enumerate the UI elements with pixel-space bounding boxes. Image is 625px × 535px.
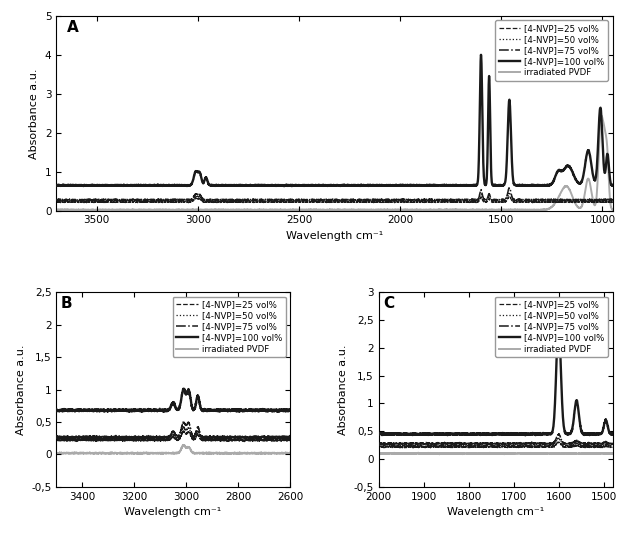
Text: C: C	[384, 296, 394, 311]
Legend: [4-NVP]=25 vol%, [4-NVP]=50 vol%, [4-NVP]=75 vol%, [4-NVP]=100 vol%, irradiated : [4-NVP]=25 vol%, [4-NVP]=50 vol%, [4-NVP…	[495, 296, 608, 357]
Text: B: B	[61, 296, 72, 311]
Legend: [4-NVP]=25 vol%, [4-NVP]=50 vol%, [4-NVP]=75 vol%, [4-NVP]=100 vol%, irradiated : [4-NVP]=25 vol%, [4-NVP]=50 vol%, [4-NVP…	[173, 296, 286, 357]
Legend: [4-NVP]=25 vol%, [4-NVP]=50 vol%, [4-NVP]=75 vol%, [4-NVP]=100 vol%, irradiated : [4-NVP]=25 vol%, [4-NVP]=50 vol%, [4-NVP…	[495, 20, 608, 81]
X-axis label: Wavelength cm⁻¹: Wavelength cm⁻¹	[124, 507, 222, 517]
Y-axis label: Absorbance a.u.: Absorbance a.u.	[16, 345, 26, 435]
Y-axis label: Absorbance a.u.: Absorbance a.u.	[29, 68, 39, 158]
Text: A: A	[68, 20, 79, 35]
X-axis label: Wavelength cm⁻¹: Wavelength cm⁻¹	[447, 507, 544, 517]
X-axis label: Wavelength cm⁻¹: Wavelength cm⁻¹	[286, 231, 383, 241]
Y-axis label: Absorbance a.u.: Absorbance a.u.	[338, 345, 348, 435]
